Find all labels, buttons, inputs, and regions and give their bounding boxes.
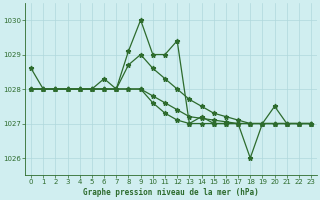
- X-axis label: Graphe pression niveau de la mer (hPa): Graphe pression niveau de la mer (hPa): [83, 188, 259, 197]
